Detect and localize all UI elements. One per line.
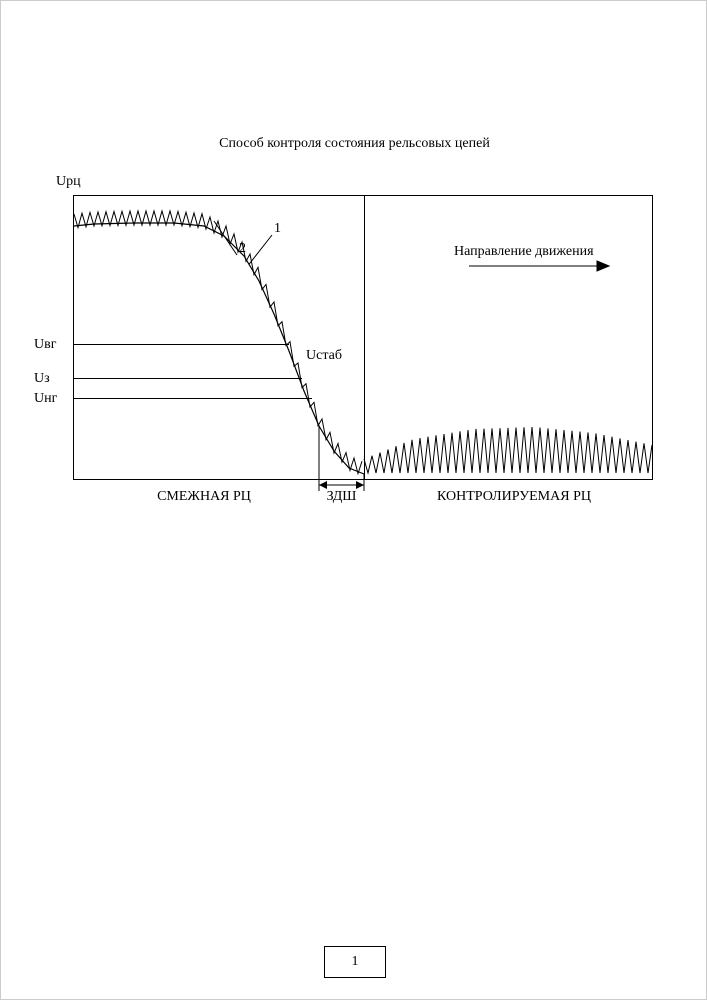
left-region-label: СМЕЖНАЯ РЦ <box>134 489 274 505</box>
page-number: 1 <box>324 946 386 978</box>
page: Способ контроля состояния рельсовых цепе… <box>0 0 707 1000</box>
uvg-label: Uвг <box>34 337 56 353</box>
center-divider <box>364 196 365 479</box>
y-axis-label: Uрц <box>56 174 81 190</box>
ung-label: Uнг <box>34 391 57 407</box>
callout-1: 1 <box>274 221 281 237</box>
callout-2: 2 <box>239 241 246 257</box>
page-title: Способ контроля состояния рельсовых цепе… <box>1 136 707 152</box>
uz-label: Uз <box>34 371 50 387</box>
direction-label: Направление движения <box>454 244 594 260</box>
ripple-right-curve <box>364 427 652 473</box>
uz-level-line: Uз <box>74 378 302 379</box>
right-region-label: КОНТРОЛИРУЕМАЯ РЦ <box>404 489 624 505</box>
ustab-label: Uстаб <box>306 348 342 364</box>
uvg-level-line: Uвг <box>74 344 289 345</box>
zdsh-verticals <box>319 426 364 481</box>
chart-area: Uвг Uз Uнг Uстаб 1 2 Направление движени… <box>73 195 653 480</box>
zdsh-extent-arrow <box>307 479 376 495</box>
direction-arrow <box>469 261 609 271</box>
callout-1-leader <box>249 235 272 264</box>
ung-level-line: Uнг <box>74 398 312 399</box>
